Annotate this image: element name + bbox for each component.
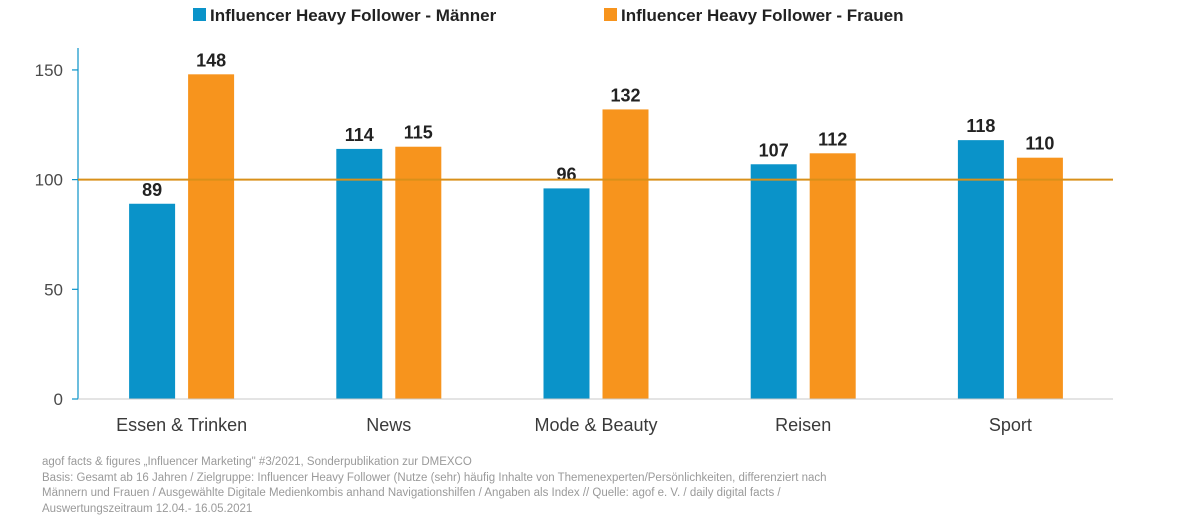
bar (809, 153, 856, 399)
data-label: 118 (966, 116, 995, 136)
data-label: 89 (142, 180, 162, 200)
legend-label: Influencer Heavy Follower - Frauen (621, 6, 903, 25)
data-label: 107 (759, 140, 789, 160)
bar (129, 203, 176, 399)
footnote-line: agof facts & figures „Influencer Marketi… (42, 456, 472, 468)
y-tick-label: 50 (44, 280, 63, 299)
footnote-line: Basis: Gesamt ab 16 Jahren / Zielgruppe:… (42, 471, 827, 484)
bar (957, 140, 1004, 399)
data-label: 114 (345, 125, 374, 145)
y-tick-label: 0 (54, 390, 63, 409)
bar (602, 109, 649, 400)
footnote: agof facts & figures „Influencer Marketi… (42, 455, 1142, 517)
data-label: 110 (1025, 134, 1054, 154)
bar (336, 148, 383, 399)
data-label: 115 (404, 123, 433, 143)
data-label: 112 (818, 129, 847, 149)
footnote-line: Auswertungszeitraum 12.04.- 16.05.2021 (42, 502, 253, 515)
bar (543, 188, 590, 399)
y-tick-label: 100 (35, 171, 63, 190)
footnote-line: Männern und Frauen / Ausgewählte Digital… (42, 487, 781, 499)
x-category-label: Sport (989, 415, 1032, 435)
bar (750, 164, 797, 399)
bar (395, 146, 442, 399)
x-category-label: Essen & Trinken (116, 415, 247, 435)
data-label: 96 (556, 164, 576, 184)
bar (1016, 157, 1063, 399)
legend-swatch (604, 8, 617, 21)
legend-label: Influencer Heavy Follower - Männer (210, 6, 497, 25)
data-label: 148 (196, 50, 226, 70)
x-category-label: News (366, 415, 411, 435)
bar-chart: Influencer Heavy Follower - Männer Influe… (35, 6, 1113, 435)
legend-swatch (193, 8, 206, 21)
bar (188, 74, 235, 399)
x-category-label: Reisen (775, 415, 831, 435)
data-label: 132 (610, 85, 640, 105)
x-category-label: Mode & Beauty (534, 415, 657, 435)
y-tick-label: 150 (35, 61, 63, 80)
